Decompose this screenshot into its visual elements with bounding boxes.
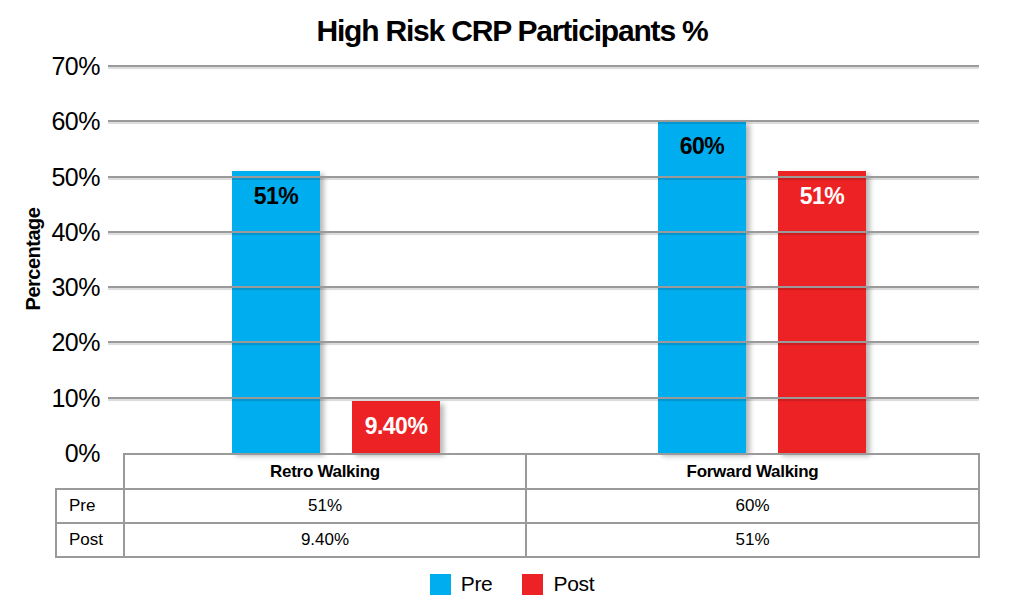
legend-item-post: Post <box>522 572 594 596</box>
plot-area: 51% 9.40% 60% 51% <box>108 66 979 453</box>
y-tick-label-20: 20% <box>0 327 100 357</box>
bar-post-forward-walking: 51% <box>778 171 866 453</box>
bar-value-label-post-retro-walking: 9.40% <box>352 401 440 440</box>
legend-item-pre: Pre <box>430 572 493 596</box>
legend-swatch-post <box>522 574 543 595</box>
legend-label-pre: Pre <box>461 572 493 596</box>
table-header-forward-walking: Forward Walking <box>526 454 979 489</box>
bar-pre-retro-walking: 51% <box>232 171 320 453</box>
gridline-30 <box>108 286 979 288</box>
bar-chart: High Risk CRP Participants % Percentage … <box>0 0 1024 615</box>
gridline-70 <box>108 65 979 67</box>
y-tick-label-10: 10% <box>0 383 100 413</box>
y-tick-label-70: 70% <box>0 51 100 81</box>
gridline-50 <box>108 176 979 178</box>
gridline-60 <box>108 120 979 122</box>
table-cell-post-retro-walking: 9.40% <box>124 523 526 557</box>
y-tick-label-60: 60% <box>0 106 100 136</box>
chart-title: High Risk CRP Participants % <box>0 13 1024 49</box>
table-cell-post-forward-walking: 51% <box>526 523 979 557</box>
table-header-retro-walking: Retro Walking <box>124 454 526 489</box>
y-tick-label-50: 50% <box>0 162 100 192</box>
legend-swatch-pre <box>430 574 451 595</box>
data-table: Retro WalkingForward WalkingPre51%60%Pos… <box>55 453 980 558</box>
bar-post-retro-walking: 9.40% <box>352 401 440 453</box>
table-cell-pre-retro-walking: 51% <box>124 489 526 523</box>
table-row-header-post: Post <box>56 523 124 557</box>
gridline-40 <box>108 231 979 233</box>
table-blank-cell <box>56 454 124 489</box>
table-row-header-pre: Pre <box>56 489 124 523</box>
y-tick-label-40: 40% <box>0 217 100 247</box>
gridline-20 <box>108 341 979 343</box>
legend-label-post: Post <box>553 572 594 596</box>
gridline-10 <box>108 397 979 399</box>
y-tick-label-30: 30% <box>0 272 100 302</box>
legend: Pre Post <box>0 572 1024 596</box>
bar-value-label-pre-forward-walking: 60% <box>658 121 746 160</box>
table-cell-pre-forward-walking: 60% <box>526 489 979 523</box>
